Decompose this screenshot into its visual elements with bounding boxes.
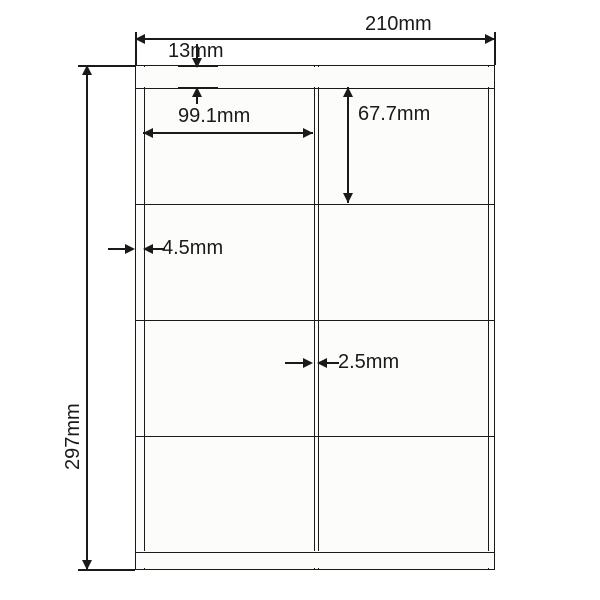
dim-page-height: 297mm [62,403,85,470]
dim-center-gap: 2.5mm [338,351,399,374]
dim-label-width-line [143,132,313,134]
dimension-diagram: 210mm 13mm 99.1mm 67.7mm 4.5mm 2.5mm 297… [0,0,600,600]
dim-label-height-line [347,87,349,203]
sheet-outline [135,65,495,570]
dim-left-margin: 4.5mm [162,237,223,260]
dim-top-margin: 13mm [168,40,224,63]
dim-label-width: 99.1mm [178,105,250,128]
dim-page-height-line [86,65,88,570]
dim-label-height: 67.7mm [358,103,430,126]
dim-page-width: 210mm [365,13,432,36]
